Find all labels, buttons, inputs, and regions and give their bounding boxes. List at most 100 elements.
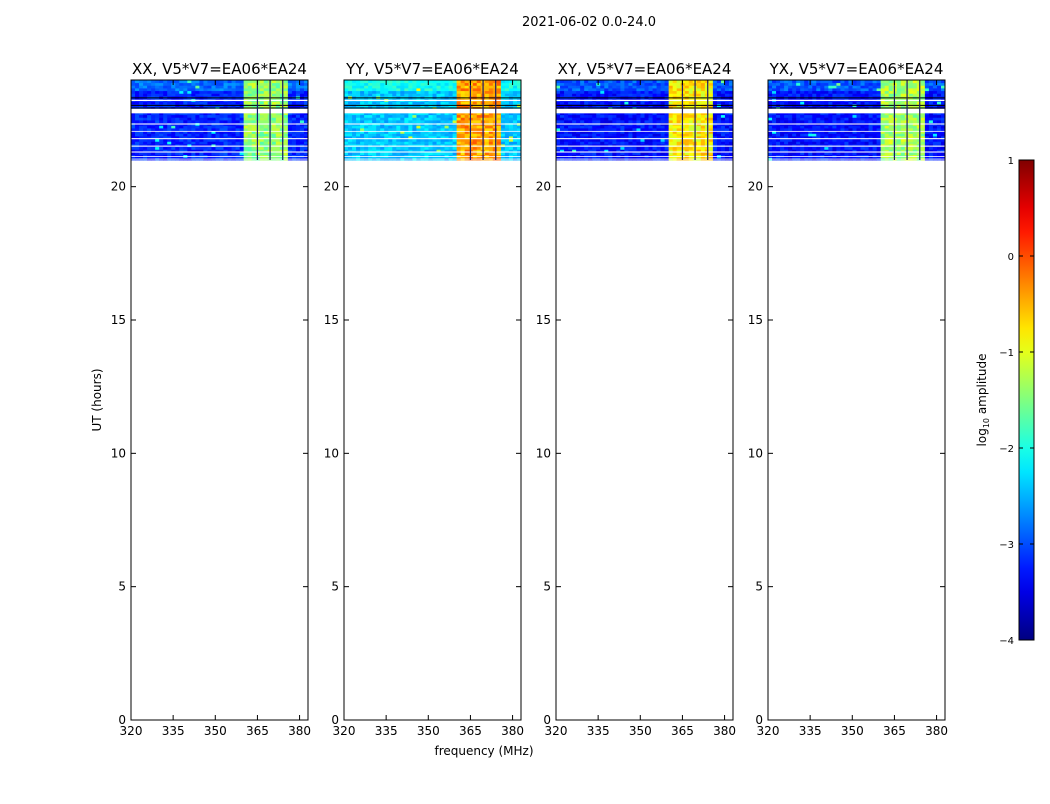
- heatmap-cell: [921, 147, 925, 150]
- heatmap-cell: [199, 128, 203, 131]
- heatmap-cell: [636, 101, 640, 104]
- heatmap-cell: [364, 128, 368, 131]
- heatmap-cell: [163, 125, 167, 128]
- heatmap-cell: [685, 101, 689, 104]
- heatmap-cell: [215, 133, 219, 136]
- heatmap-cell: [685, 88, 689, 91]
- heatmap-cell: [572, 141, 576, 144]
- heatmap-cell: [260, 88, 264, 91]
- heatmap-cell: [665, 147, 669, 150]
- heatmap-cell: [493, 133, 497, 136]
- heatmap-cell: [207, 133, 211, 136]
- heatmap-cell: [244, 120, 248, 123]
- heatmap-cell: [477, 91, 481, 94]
- heatmap-cell: [364, 88, 368, 91]
- heatmap-cell: [705, 141, 709, 144]
- data-gap: [131, 146, 308, 147]
- heatmap-cell: [416, 93, 420, 96]
- heatmap-cell: [400, 83, 404, 86]
- heatmap-cell: [600, 93, 604, 96]
- heatmap-cell: [564, 85, 568, 88]
- heatmap-cell: [284, 85, 288, 88]
- heatmap-cell: [564, 125, 568, 128]
- heatmap-cell: [364, 83, 368, 86]
- heatmap-cell: [933, 128, 937, 131]
- heatmap-cell: [697, 91, 701, 94]
- heatmap-cell: [296, 128, 300, 131]
- heatmap-cell: [284, 128, 288, 131]
- data-gap: [344, 151, 521, 152]
- heatmap-cell: [135, 83, 139, 86]
- heatmap-cell: [264, 133, 268, 136]
- heatmap-cell: [897, 141, 901, 144]
- heatmap-cell: [143, 83, 147, 86]
- heatmap-cell: [776, 128, 780, 131]
- heatmap-cell: [203, 115, 207, 118]
- heatmap-cell: [657, 85, 661, 88]
- heatmap-cell: [167, 120, 171, 123]
- heatmap-cell: [493, 120, 497, 123]
- heatmap-cell: [816, 128, 820, 131]
- heatmap-cell: [396, 117, 400, 120]
- heatmap-cell: [236, 141, 240, 144]
- y-tick-label: 20: [111, 180, 126, 194]
- heatmap-cell: [917, 115, 921, 118]
- heatmap-cell: [457, 141, 461, 144]
- heatmap-cell: [584, 120, 588, 123]
- heatmap-cell: [139, 117, 143, 120]
- heatmap-cell: [661, 117, 665, 120]
- heatmap-cell: [220, 125, 224, 128]
- heatmap-cell: [211, 115, 215, 118]
- heatmap-cell: [556, 141, 560, 144]
- heatmap-cell: [661, 133, 665, 136]
- heatmap-cell: [568, 88, 572, 91]
- heatmap-cell: [640, 133, 644, 136]
- heatmap-cell: [604, 91, 608, 94]
- heatmap-cell: [207, 115, 211, 118]
- heatmap-cell: [220, 128, 224, 131]
- heatmap-cell: [768, 115, 772, 118]
- heatmap-cell: [292, 115, 296, 118]
- heatmap-cell: [568, 128, 572, 131]
- heatmap-cell: [236, 128, 240, 131]
- heatmap-cell: [244, 115, 248, 118]
- heatmap-cell: [171, 141, 175, 144]
- heatmap-cell: [665, 101, 669, 104]
- heatmap-cell: [836, 147, 840, 150]
- heatmap-cell: [836, 115, 840, 118]
- heatmap-cell: [131, 91, 135, 94]
- heatmap-cell: [408, 120, 412, 123]
- heatmap-cell: [433, 120, 437, 123]
- heatmap-cell: [228, 101, 232, 104]
- heatmap-cell: [175, 115, 179, 118]
- heatmap-cell: [441, 133, 445, 136]
- heatmap-cell: [685, 128, 689, 131]
- heatmap-cell: [288, 85, 292, 88]
- heatmap-cell: [677, 93, 681, 96]
- heatmap-cell: [636, 91, 640, 94]
- heatmap-cell: [568, 85, 572, 88]
- heatmap-cell: [344, 93, 348, 96]
- heatmap-cell: [665, 133, 669, 136]
- heatmap-cell: [689, 125, 693, 128]
- heatmap-cell: [513, 133, 517, 136]
- heatmap-cell: [272, 147, 276, 150]
- heatmap-cell: [608, 83, 612, 86]
- heatmap-cell: [252, 117, 256, 120]
- heatmap-cell: [840, 141, 844, 144]
- heatmap-cell: [620, 147, 624, 150]
- heatmap-cell: [628, 93, 632, 96]
- heatmap-cell: [556, 147, 560, 150]
- heatmap-cell: [465, 85, 469, 88]
- heatmap-cell: [493, 85, 497, 88]
- heatmap-cell: [428, 88, 432, 91]
- heatmap-cell: [877, 115, 881, 118]
- heatmap-cell: [131, 115, 135, 118]
- heatmap-cell: [788, 128, 792, 131]
- heatmap-cell: [139, 141, 143, 144]
- heatmap-cell: [576, 117, 580, 120]
- heatmap-cell: [776, 133, 780, 136]
- heatmap-cell: [705, 120, 709, 123]
- x-tick-label: 335: [375, 724, 398, 738]
- heatmap-cell: [288, 83, 292, 86]
